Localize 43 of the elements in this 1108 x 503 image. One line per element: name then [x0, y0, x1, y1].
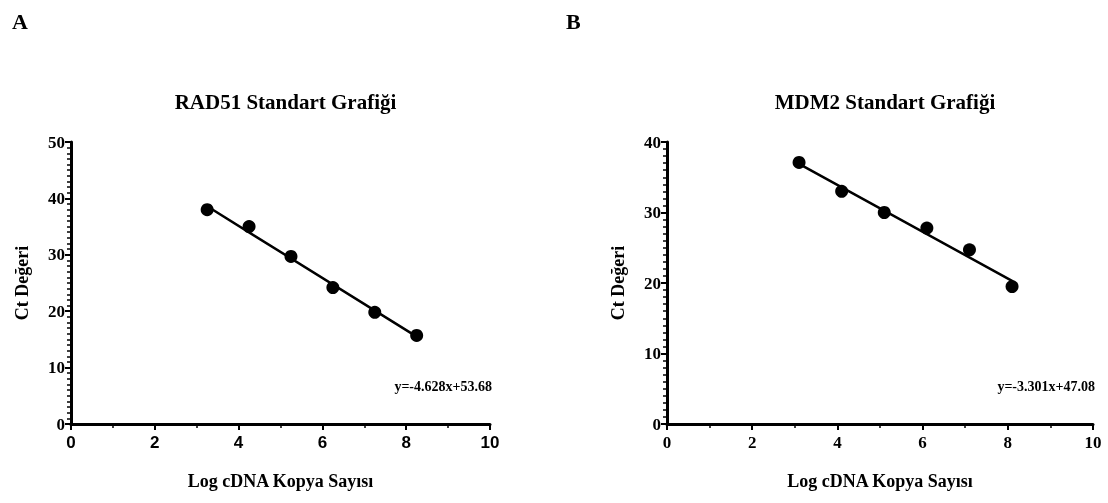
point	[920, 221, 934, 235]
y-axis-title: Ct Değeri	[608, 245, 628, 321]
point	[284, 250, 298, 263]
y-tick-label: 30	[644, 203, 661, 222]
y-axis-title: Ct Değeri	[12, 245, 32, 321]
x-tick-label: 4	[833, 433, 843, 452]
x-tick-label: 2	[747, 433, 757, 452]
chart-title: MDM2 Standart Grafiği	[774, 89, 996, 114]
text: A	[12, 8, 28, 34]
x-axis-title: Log cDNA Kopya Sayısı	[187, 471, 374, 491]
annotation: y=-4.628x+53.68	[394, 378, 493, 394]
point	[242, 220, 256, 234]
x-tick-label: 6	[317, 433, 328, 452]
x-axis-title: Log cDNA Kopya Sayısı	[787, 471, 973, 491]
y-tick-label: 10	[48, 358, 65, 378]
annotation: y=-3.301x+47.08	[997, 378, 1096, 394]
y-tick-label: 40	[644, 132, 661, 152]
text: B	[566, 8, 581, 34]
x-tick-label: 6	[918, 433, 927, 452]
point	[410, 328, 424, 342]
x-tick-label: 8	[401, 433, 411, 452]
point	[962, 243, 976, 257]
y-tick-label: 50	[48, 132, 65, 152]
x-tick-label: 4	[233, 433, 244, 452]
y-tick-label: 20	[48, 301, 65, 321]
point	[368, 305, 382, 319]
x-tick-label: 8	[1003, 433, 1013, 452]
y-tick-label: 20	[644, 273, 661, 293]
point	[1005, 280, 1019, 294]
chart-title: RAD51 Standart Grafiği	[174, 89, 397, 114]
y-tick-label: 40	[48, 188, 65, 208]
point	[835, 184, 849, 198]
y-tick-label: 0	[56, 414, 65, 434]
x-tick-label: 10	[480, 433, 500, 452]
y-tick-label: 30	[48, 245, 65, 265]
x-tick-label: 2	[150, 433, 160, 452]
y-tick-label: 10	[644, 344, 661, 363]
point	[792, 155, 806, 169]
point	[326, 281, 340, 295]
point	[877, 206, 891, 219]
y-tick-label: 0	[652, 414, 661, 434]
x-tick-label: 10	[1084, 433, 1102, 452]
point	[200, 203, 214, 217]
